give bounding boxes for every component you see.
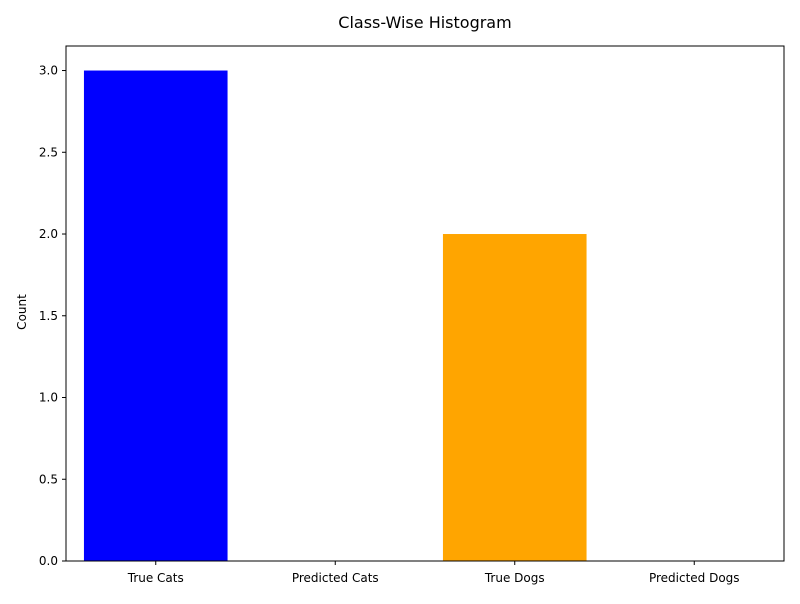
- bar-true-cats: [83, 70, 228, 562]
- y-axis-label: Count: [15, 294, 29, 330]
- y-tick-label: 3.0: [39, 64, 58, 78]
- bar-true-dogs: [442, 234, 587, 561]
- x-tick-label: Predicted Dogs: [649, 571, 740, 585]
- y-tick-label: 2.5: [39, 145, 58, 159]
- chart-title: Class-Wise Histogram: [338, 13, 511, 32]
- y-tick-label: 1.0: [39, 391, 58, 405]
- y-tick-label: 0.5: [39, 472, 58, 486]
- x-tick-label: True Cats: [127, 571, 184, 585]
- x-tick-label: True Dogs: [484, 571, 545, 585]
- y-tick-label: 2.0: [39, 227, 58, 241]
- bars-group: [83, 70, 587, 562]
- x-axis-ticks: True Cats Predicted Cats True Dogs Predicte…: [127, 561, 740, 585]
- y-tick-label: 0.0: [39, 554, 58, 568]
- plot-frame: [65, 45, 785, 562]
- x-tick-label: Predicted Cats: [292, 571, 379, 585]
- y-tick-label: 1.5: [39, 309, 58, 323]
- y-axis-ticks: 0.0 0.5 1.0 1.5 2.0 2.5 3.0: [39, 64, 66, 568]
